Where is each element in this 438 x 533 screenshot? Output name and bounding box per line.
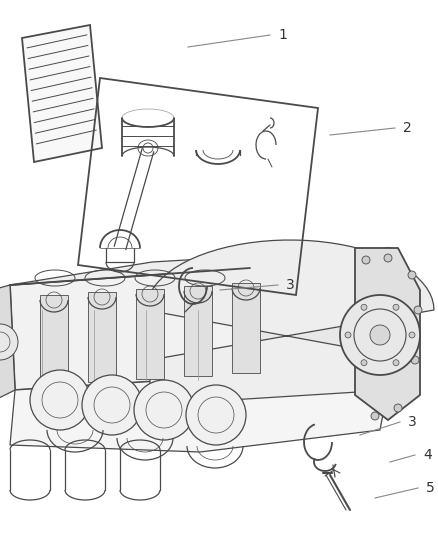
Polygon shape: [250, 248, 395, 375]
Circle shape: [393, 304, 399, 310]
Circle shape: [361, 360, 367, 366]
Circle shape: [362, 256, 370, 264]
Text: 3: 3: [286, 278, 295, 292]
Circle shape: [384, 254, 392, 262]
Text: 5: 5: [426, 481, 435, 495]
Circle shape: [370, 325, 390, 345]
Text: 4: 4: [423, 448, 432, 462]
Circle shape: [394, 404, 402, 412]
Polygon shape: [22, 25, 102, 162]
Circle shape: [408, 271, 416, 279]
Polygon shape: [10, 350, 395, 452]
Text: 1: 1: [278, 28, 287, 42]
Circle shape: [134, 380, 194, 440]
Circle shape: [82, 375, 142, 435]
Polygon shape: [10, 268, 255, 390]
Polygon shape: [136, 289, 164, 379]
Text: 3: 3: [408, 415, 417, 429]
Circle shape: [30, 370, 90, 430]
Circle shape: [411, 356, 419, 364]
Circle shape: [345, 332, 351, 338]
Polygon shape: [146, 240, 434, 405]
Circle shape: [340, 295, 420, 375]
Polygon shape: [88, 292, 116, 382]
Circle shape: [361, 304, 367, 310]
Circle shape: [414, 306, 422, 314]
Circle shape: [409, 332, 415, 338]
Polygon shape: [355, 248, 420, 420]
Polygon shape: [40, 295, 68, 385]
Polygon shape: [232, 283, 260, 373]
Circle shape: [393, 360, 399, 366]
Circle shape: [371, 412, 379, 420]
Text: 2: 2: [403, 121, 412, 135]
Circle shape: [186, 385, 246, 445]
Polygon shape: [0, 285, 15, 400]
Polygon shape: [184, 286, 212, 376]
Circle shape: [0, 324, 18, 360]
Polygon shape: [10, 248, 390, 285]
